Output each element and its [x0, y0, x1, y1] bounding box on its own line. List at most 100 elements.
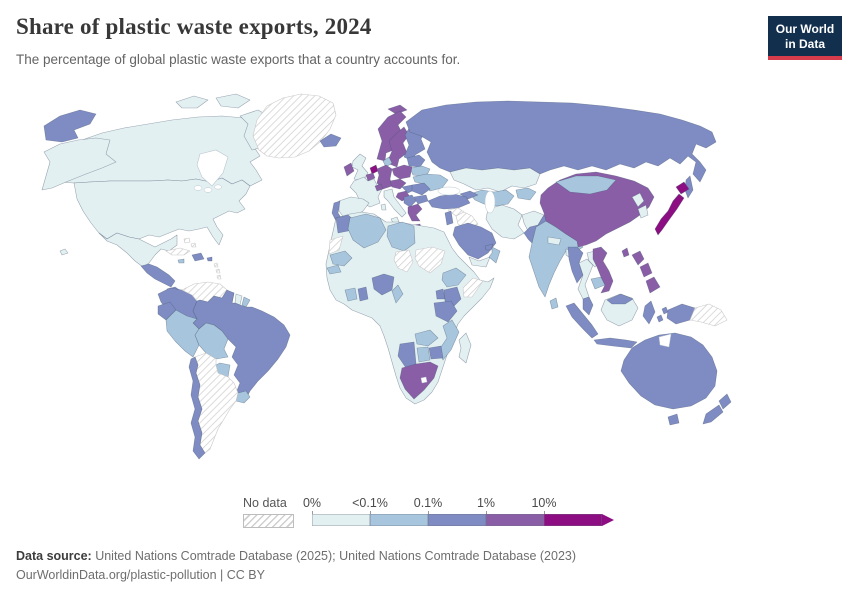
legend-bin-b3[interactable]	[486, 514, 544, 526]
country-netherlands[interactable]	[369, 164, 379, 175]
country-vietnam[interactable]	[592, 246, 614, 294]
country-cote-divoire[interactable]	[344, 287, 358, 302]
country-switzerland[interactable]	[374, 183, 384, 192]
country-taiwan[interactable]	[621, 247, 630, 258]
country-zambia[interactable]	[414, 329, 439, 347]
country-chile[interactable]	[188, 356, 206, 460]
country-puerto-rico[interactable]	[206, 256, 213, 262]
country-uae[interactable]	[484, 243, 494, 251]
country-spain[interactable]	[338, 196, 370, 220]
country-south-africa[interactable]	[399, 361, 439, 400]
hudson-bay	[196, 149, 229, 187]
country-turkey[interactable]	[427, 193, 471, 210]
legend-bin-b2[interactable]	[428, 514, 486, 526]
country-nepal[interactable]	[547, 236, 562, 246]
country-japan[interactable]	[654, 181, 690, 236]
country-iceland[interactable]	[319, 133, 342, 148]
country-tanzania[interactable]	[433, 300, 458, 323]
country-mauritania[interactable]	[329, 250, 353, 267]
country-cuba[interactable]	[165, 247, 191, 256]
country-russia[interactable]	[405, 100, 717, 183]
country-libya[interactable]	[386, 221, 416, 252]
country-nigeria[interactable]	[371, 273, 395, 296]
country-united-kingdom[interactable]	[351, 153, 369, 182]
country-uganda[interactable]	[435, 288, 446, 300]
country-canada-arctic-1[interactable]	[175, 95, 209, 109]
country-poland[interactable]	[391, 164, 413, 180]
owid-logo[interactable]: Our World in Data	[768, 16, 842, 61]
country-malaysia[interactable]	[582, 296, 594, 316]
country-ghana[interactable]	[357, 286, 369, 302]
country-tasmania[interactable]	[667, 413, 680, 426]
country-saudi-arabia[interactable]	[452, 222, 497, 260]
country-ethiopia[interactable]	[441, 267, 467, 288]
country-jamaica[interactable]	[177, 258, 185, 264]
country-denmark[interactable]	[382, 156, 393, 168]
country-svalbard[interactable]	[387, 104, 408, 115]
country-norway[interactable]	[376, 110, 407, 162]
country-france[interactable]	[349, 176, 383, 208]
country-sudan[interactable]	[414, 246, 446, 274]
country-senegal[interactable]	[326, 264, 342, 275]
country-russia-chukotka[interactable]	[43, 109, 97, 143]
country-mexico[interactable]	[98, 232, 178, 268]
legend-tick-label: 0%	[302, 496, 322, 510]
country-malaysia-borneo[interactable]	[606, 293, 634, 305]
country-papua-new-guinea[interactable]	[689, 303, 728, 327]
country-central-america[interactable]	[140, 263, 176, 288]
country-canada-arctic-2[interactable]	[215, 93, 251, 109]
country-cameroon[interactable]	[391, 284, 404, 304]
legend-bin-b1[interactable]	[370, 514, 428, 526]
country-sulawesi[interactable]	[642, 300, 656, 325]
country-bahamas[interactable]	[183, 237, 197, 248]
country-bulgaria[interactable]	[413, 194, 429, 205]
country-madagascar[interactable]	[458, 332, 472, 364]
country-baltics[interactable]	[406, 154, 426, 168]
country-philippines[interactable]	[631, 250, 661, 294]
legend-tick-label: <0.1%	[352, 496, 388, 510]
footer-citation[interactable]: OurWorldinData.org/plastic-pollution | C…	[16, 568, 265, 582]
country-australia[interactable]	[620, 332, 718, 410]
country-moluccas[interactable]	[656, 306, 669, 323]
country-chad[interactable]	[393, 249, 414, 273]
footer-source-label: Data source:	[16, 549, 92, 563]
great-lake-2	[203, 187, 213, 193]
country-zimbabwe[interactable]	[428, 345, 444, 360]
country-alaska[interactable]	[41, 137, 117, 191]
country-czechia-austria[interactable]	[389, 178, 407, 190]
country-brazil[interactable]	[192, 289, 291, 402]
country-united-states[interactable]	[73, 177, 251, 246]
country-french-guiana[interactable]	[241, 296, 251, 308]
country-kazakhstan[interactable]	[449, 167, 541, 193]
country-new-zealand[interactable]	[702, 393, 732, 425]
country-lesser-antilles[interactable]	[213, 262, 222, 280]
country-oman[interactable]	[488, 246, 501, 264]
country-kyrgyzstan-tajikistan[interactable]	[515, 187, 537, 201]
country-mongolia[interactable]	[555, 175, 617, 195]
country-indonesia-papua[interactable]	[666, 303, 696, 325]
country-greenland[interactable]	[252, 93, 337, 159]
country-mozambique[interactable]	[438, 319, 460, 361]
country-yemen[interactable]	[468, 256, 491, 268]
country-romania[interactable]	[411, 182, 431, 196]
country-java[interactable]	[593, 337, 638, 349]
world-map[interactable]	[0, 85, 850, 495]
country-botswana[interactable]	[416, 346, 431, 363]
country-serbia[interactable]	[403, 194, 417, 208]
footer-source-text: United Nations Comtrade Database (2025);…	[91, 549, 577, 563]
country-dominican-republic[interactable]	[191, 252, 205, 262]
country-israel-jordan[interactable]	[444, 210, 454, 226]
country-south-korea[interactable]	[637, 204, 649, 219]
legend-bin-b4[interactable]	[544, 514, 602, 526]
country-north-korea[interactable]	[631, 192, 645, 208]
country-western-sahara[interactable]	[328, 235, 344, 255]
country-belgium[interactable]	[365, 172, 376, 182]
country-sumatra[interactable]	[565, 302, 599, 339]
country-ireland[interactable]	[343, 162, 355, 177]
legend-bin-b0[interactable]	[312, 514, 370, 526]
country-hawaii[interactable]	[59, 248, 69, 256]
country-somalia[interactable]	[462, 277, 484, 298]
country-sri-lanka[interactable]	[549, 297, 559, 310]
country-algeria[interactable]	[347, 213, 387, 249]
